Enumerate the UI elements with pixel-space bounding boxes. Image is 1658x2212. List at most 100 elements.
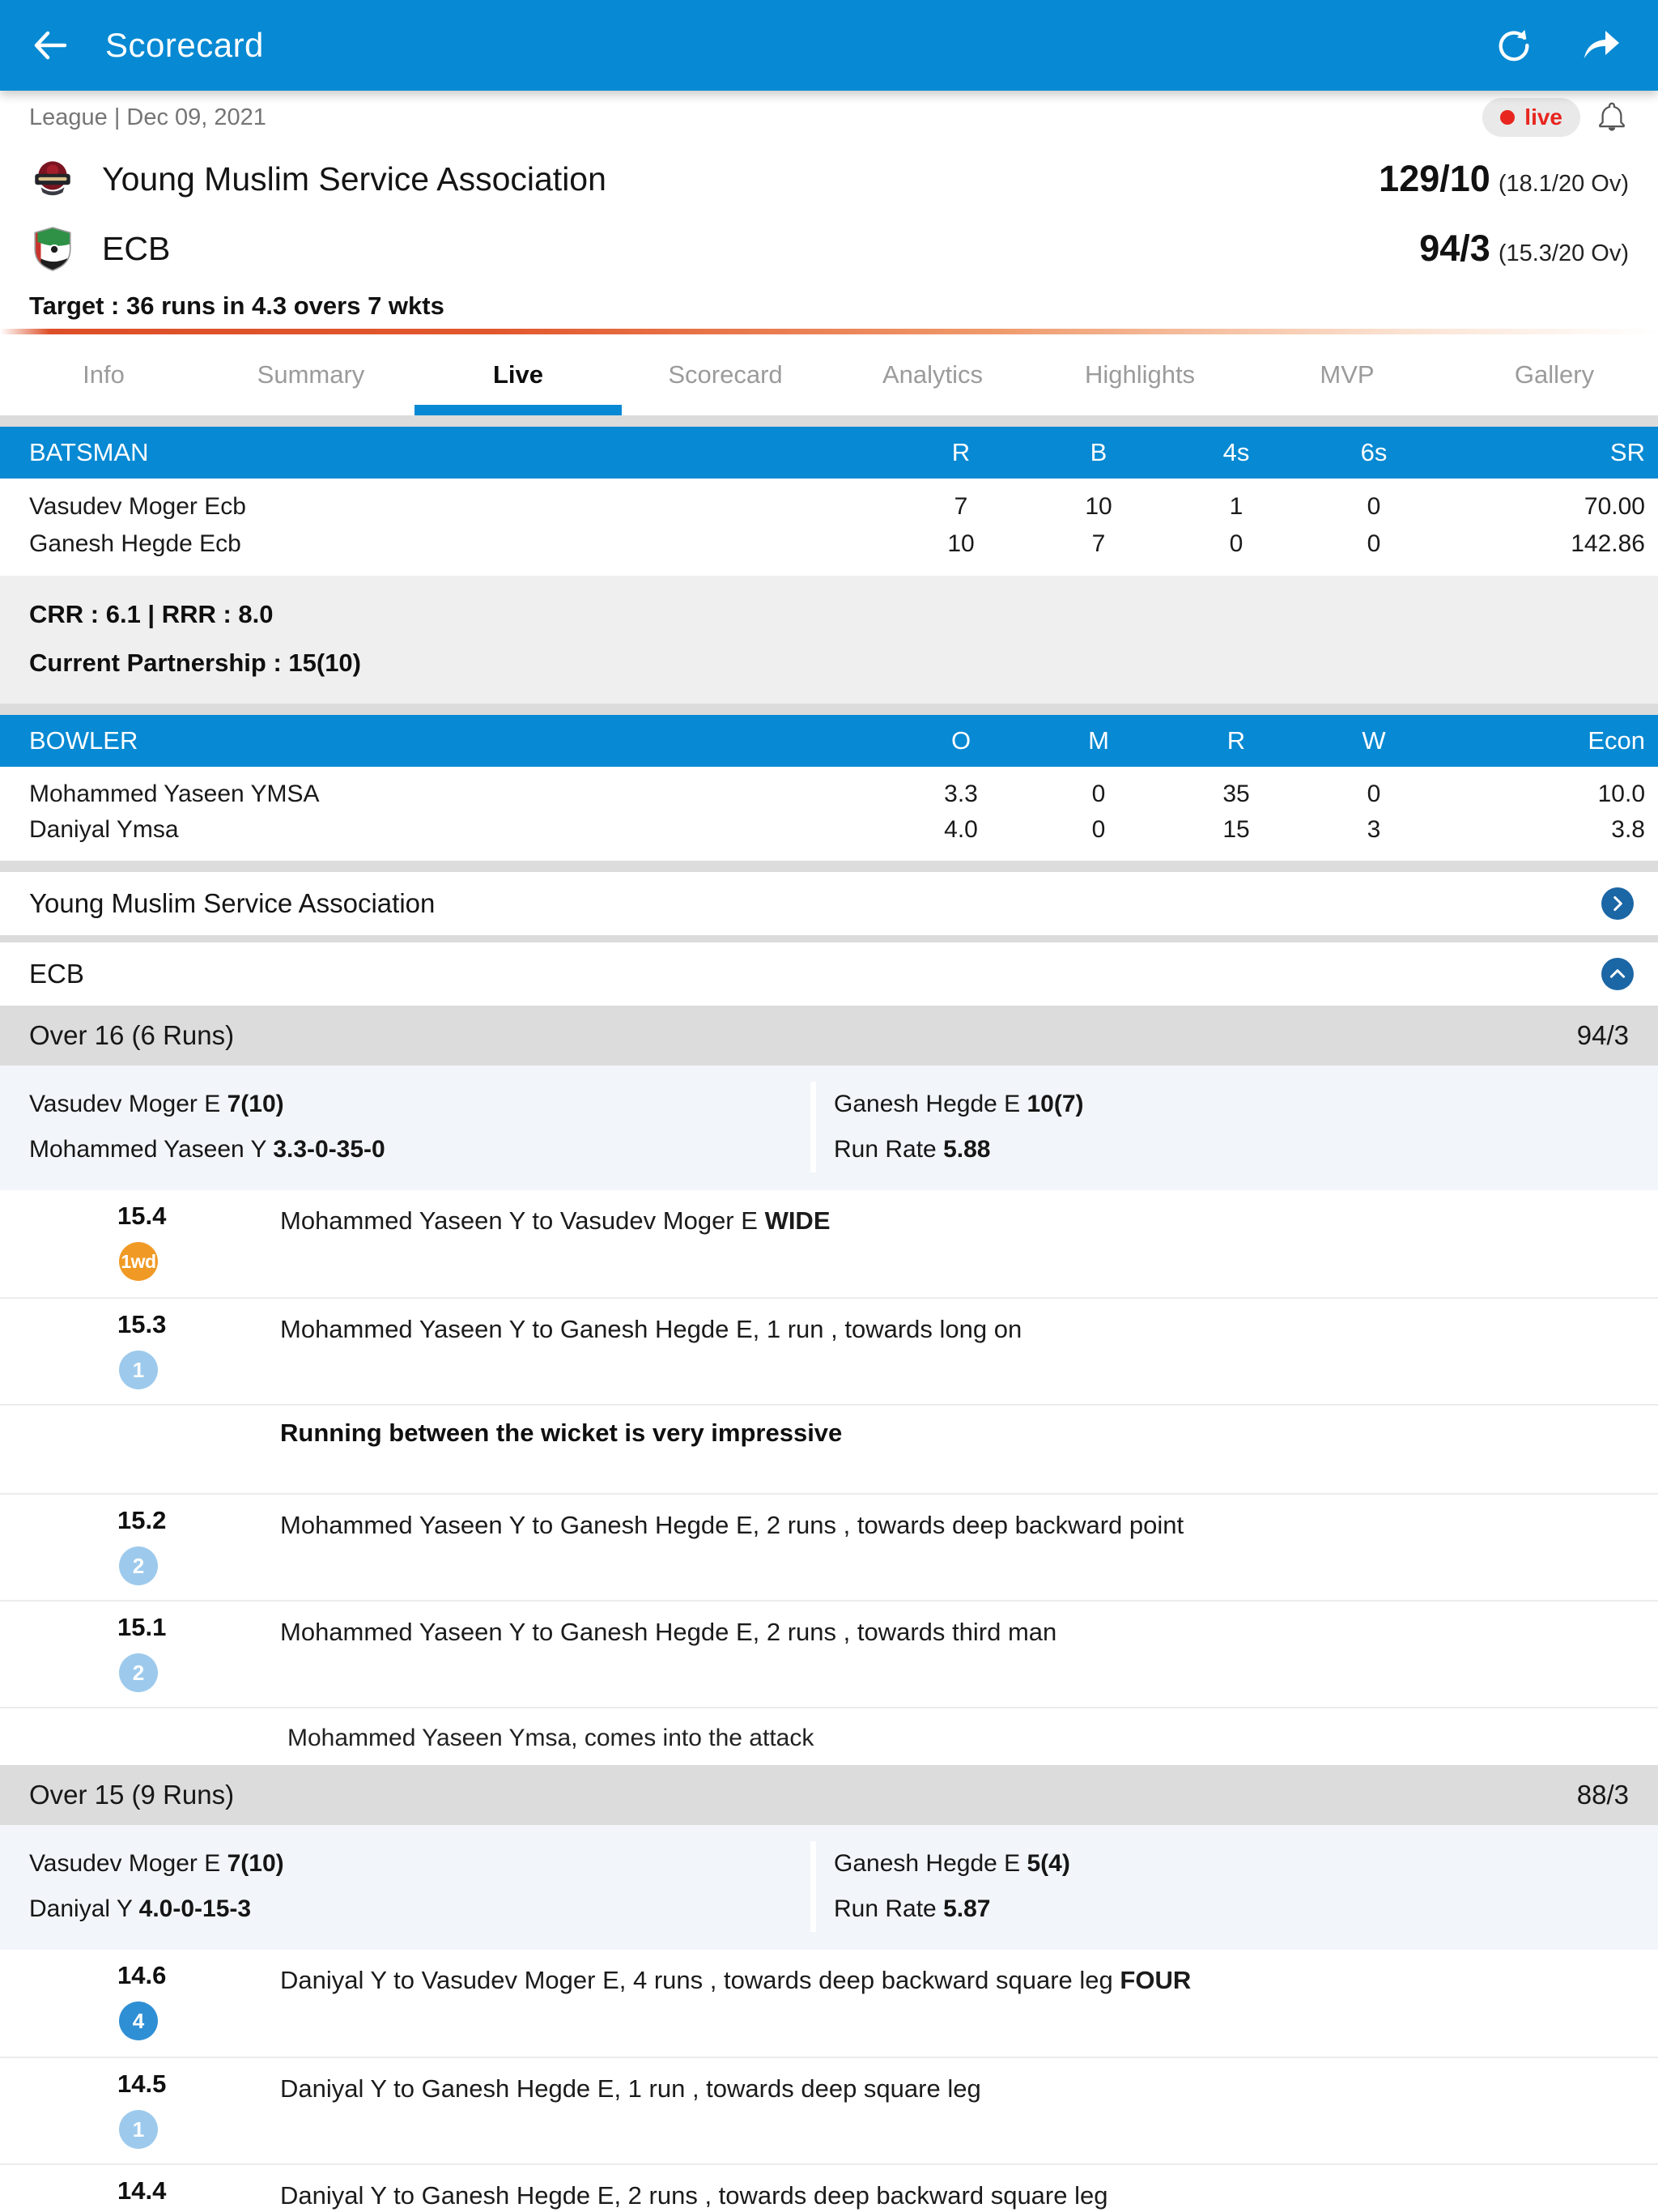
- team-row-ymsa: Young Muslim Service Association 129/10 …: [0, 144, 1658, 214]
- ball-event: 15.3 1 Mohammed Yaseen Y to Ganesh Hegde…: [0, 1297, 1658, 1404]
- batsman-name: Ganesh Hegde Ecb: [29, 530, 241, 557]
- innings-name: Young Muslim Service Association: [29, 888, 436, 918]
- col-runs: R: [1226, 726, 1246, 755]
- bowler-line: Daniyal Y 4.0-0-15-3: [29, 1895, 252, 1922]
- app-bar: Scorecard: [0, 0, 1658, 91]
- ymsa-team-logo: [29, 155, 76, 202]
- wide-badge: 1wd: [119, 1242, 158, 1281]
- live-badge: live: [1482, 98, 1580, 137]
- tab-info[interactable]: Info: [83, 360, 125, 389]
- four-badge: 4: [119, 2001, 158, 2040]
- back-button[interactable]: [29, 24, 71, 66]
- run-badge: 2: [119, 1546, 158, 1585]
- ball-number: 14.4: [117, 2176, 167, 2205]
- col-runs: R: [951, 438, 971, 466]
- ecb-team-logo: [29, 225, 76, 272]
- ball-by-ball-list: 15.4 1wd Mohammed Yaseen Y to Vasudev Mo…: [0, 1190, 1658, 1765]
- bowler-name: Mohammed Yaseen YMSA: [29, 781, 320, 807]
- ball-number: 15.3: [117, 1310, 167, 1338]
- col-balls: B: [1090, 438, 1107, 466]
- innings-name: ECB: [29, 959, 84, 989]
- ball-number: 15.2: [117, 1506, 167, 1534]
- ball-event: 14.4 2 Daniyal Y to Ganesh Hegde E, 2 ru…: [0, 2163, 1658, 2212]
- ball-number: 14.5: [117, 2069, 167, 2098]
- ball-event: 15.2 2 Mohammed Yaseen Y to Ganesh Hegde…: [0, 1493, 1658, 1600]
- over-title: Over 15 (9 Runs): [29, 1780, 235, 1810]
- run-rate-panel: CRR : 6.1 | RRR : 8.0 Current Partnershi…: [0, 576, 1658, 704]
- bowler-change-note: Mohammed Yaseen Ymsa, comes into the att…: [0, 1707, 1658, 1765]
- partnership-line: Current Partnership : 15(10): [29, 649, 361, 677]
- ball-commentary: Mohammed Yaseen Y to Vasudev Moger E WID…: [280, 1206, 831, 1235]
- innings-expander-ymsa[interactable]: Young Muslim Service Association: [0, 872, 1658, 935]
- refresh-button[interactable]: [1493, 24, 1535, 66]
- over-header-16: Over 16 (6 Runs) 94/3: [0, 1006, 1658, 1066]
- tab-analytics[interactable]: Analytics: [882, 360, 984, 389]
- section-divider: [0, 704, 1658, 715]
- col-wickets: W: [1362, 726, 1386, 755]
- chevron-up-icon: [1609, 969, 1626, 978]
- live-dot-icon: [1500, 110, 1516, 125]
- league-meta: League | Dec 09, 2021: [29, 104, 266, 130]
- ball-commentary: Mohammed Yaseen Y to Ganesh Hegde E, 2 r…: [280, 1511, 1184, 1539]
- share-button[interactable]: [1580, 24, 1622, 66]
- team-overs: (15.3/20 Ov): [1498, 240, 1629, 266]
- ball-event: 15.1 2 Mohammed Yaseen Y to Ganesh Hegde…: [0, 1600, 1658, 1707]
- tab-mvp[interactable]: MVP: [1320, 360, 1375, 389]
- team-overs: (18.1/20 Ov): [1498, 171, 1629, 197]
- notification-bell-button[interactable]: [1595, 100, 1629, 134]
- team-name: Young Muslim Service Association: [102, 160, 606, 198]
- tab-bar: Info Summary Live Scorecard Analytics Hi…: [0, 334, 1658, 415]
- section-divider: [0, 935, 1658, 942]
- tab-highlights[interactable]: Highlights: [1084, 360, 1196, 389]
- crr-rrr-line: CRR : 6.1 | RRR : 8.0: [29, 600, 274, 628]
- commentary-note: Running between the wicket is very impre…: [0, 1404, 1658, 1493]
- tab-summary[interactable]: Summary: [257, 360, 365, 389]
- ball-number: 15.1: [117, 1613, 167, 1641]
- info-divider: [810, 1082, 816, 1172]
- over-title: Over 16 (6 Runs): [29, 1020, 235, 1050]
- col-sixes: 6s: [1360, 438, 1388, 466]
- run-badge: 1: [119, 1351, 158, 1389]
- over-score: 94/3: [1576, 1020, 1629, 1050]
- expand-button[interactable]: [1601, 887, 1634, 920]
- tab-live[interactable]: Live: [414, 334, 622, 415]
- league-row: League | Dec 09, 2021 live: [0, 91, 1658, 144]
- team-name: ECB: [102, 229, 171, 267]
- match-summary: League | Dec 09, 2021 live Young Muslim …: [0, 91, 1658, 329]
- info-divider: [810, 1841, 816, 1932]
- col-overs: O: [950, 726, 971, 755]
- ball-number: 15.4: [117, 1202, 167, 1230]
- bowler-row: Mohammed Yaseen YMSA 3.3 0 35 0 10.0: [0, 776, 1658, 812]
- bowler-table-header: BOWLER O M R W Econ: [0, 715, 1658, 767]
- ball-event: 14.5 1 Daniyal Y to Ganesh Hegde E, 1 ru…: [0, 2057, 1658, 2163]
- striker-line: Vasudev Moger E 7(10): [29, 1091, 284, 1117]
- team-score: 129/10: [1379, 158, 1490, 199]
- bowler-name: Daniyal Ymsa: [29, 816, 179, 843]
- orange-accent-divider: [0, 329, 1658, 334]
- tab-scorecard[interactable]: Scorecard: [668, 360, 783, 389]
- col-economy: Econ: [1588, 726, 1645, 755]
- back-arrow-icon: [31, 26, 70, 65]
- share-icon: [1582, 26, 1621, 65]
- bowler-row: Daniyal Ymsa 4.0 0 15 3 3.8: [0, 812, 1658, 848]
- section-divider: [0, 861, 1658, 872]
- run-badge: 2: [119, 1653, 158, 1692]
- col-fours: 4s: [1222, 438, 1250, 466]
- batsman-table-header: BATSMAN R B 4s 6s SR: [0, 427, 1658, 479]
- ball-commentary: Daniyal Y to Ganesh Hegde E, 1 run , tow…: [280, 2074, 981, 2103]
- run-badge: 1: [119, 2110, 158, 2149]
- innings-expander-ecb[interactable]: ECB: [0, 942, 1658, 1006]
- bowler-line: Mohammed Yaseen Y 3.3-0-35-0: [29, 1136, 385, 1163]
- batsman-row: Vasudev Moger Ecb 7 10 1 0 70.00: [0, 488, 1658, 525]
- page-title: Scorecard: [105, 26, 264, 64]
- team-row-ecb: ECB 94/3 (15.3/20 Ov): [0, 214, 1658, 283]
- over-info-16: Vasudev Moger E 7(10) Mohammed Yaseen Y …: [0, 1066, 1658, 1190]
- collapse-button[interactable]: [1601, 958, 1634, 990]
- col-strike-rate: SR: [1609, 438, 1645, 466]
- over-score: 88/3: [1576, 1780, 1629, 1810]
- non-striker-line: Ganesh Hegde E 10(7): [834, 1091, 1084, 1117]
- ball-number: 14.6: [117, 1961, 167, 1989]
- tab-gallery[interactable]: Gallery: [1514, 360, 1595, 389]
- team-score: 94/3: [1419, 228, 1490, 269]
- over-info-15: Vasudev Moger E 7(10) Daniyal Y 4.0-0-15…: [0, 1825, 1658, 1950]
